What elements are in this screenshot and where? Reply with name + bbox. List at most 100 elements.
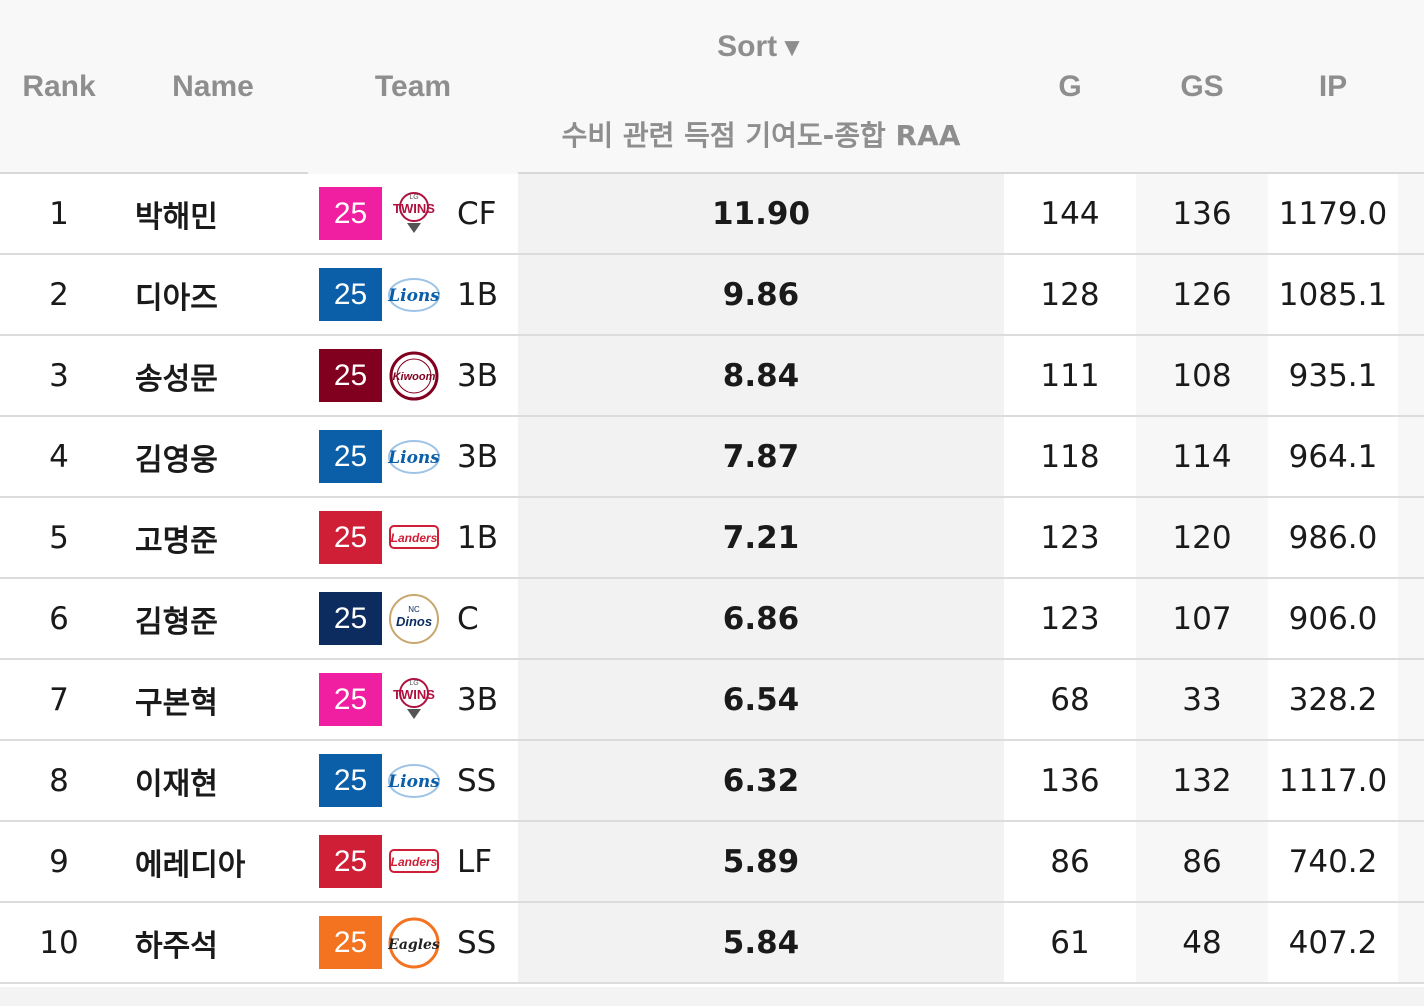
player-name[interactable]: 디아즈 <box>135 280 218 316</box>
player-name[interactable]: 구본혁 <box>135 685 218 721</box>
lions-logo-icon: Lions <box>387 268 441 322</box>
table-row[interactable]: 2 디아즈 25 Lions 1B 9.86 128 126 1085.1 <box>0 255 1424 336</box>
rank-cell: 7 <box>49 681 69 718</box>
raa-value: 7.87 <box>518 417 1004 496</box>
team-cell: 25 Landers LF <box>308 822 518 901</box>
games-started-value: 48 <box>1136 903 1268 982</box>
rank-cell: 5 <box>49 519 69 556</box>
header-team[interactable]: Team <box>308 0 518 174</box>
svg-text:NC: NC <box>408 605 420 614</box>
table-row[interactable]: 1 박해민 25 LG TWINS CF 11.90 144 136 1179.… <box>0 174 1424 255</box>
season-badge: 25 <box>319 430 382 483</box>
table-row[interactable]: 8 이재현 25 Lions SS 6.32 136 132 1117.0 <box>0 741 1424 822</box>
raa-value: 6.86 <box>518 579 1004 658</box>
position-label: SS <box>457 762 497 799</box>
table-body: 1 박해민 25 LG TWINS CF 11.90 144 136 1179.… <box>0 174 1424 984</box>
games-started-value: 136 <box>1136 174 1268 253</box>
header-rank[interactable]: Rank <box>22 70 96 103</box>
raa-value: 7.21 <box>518 498 1004 577</box>
innings-value: 1179.0 <box>1278 195 1388 232</box>
raa-value: 8.84 <box>518 336 1004 415</box>
svg-text:Kiwoom: Kiwoom <box>393 371 436 383</box>
table-row[interactable]: 3 송성문 25 Kiwoom 3B 8.84 111 108 935.1 <box>0 336 1424 417</box>
team-cell: 25 NC Dinos C <box>308 579 518 658</box>
innings-value: 1085.1 <box>1278 276 1388 313</box>
position-label: 3B <box>457 357 498 394</box>
table-footer <box>0 987 1424 1006</box>
innings-value: 407.2 <box>1288 924 1378 961</box>
season-badge: 25 <box>319 592 382 645</box>
player-name[interactable]: 고명준 <box>135 523 218 559</box>
twins-logo-icon: LG TWINS <box>387 673 441 727</box>
row-spacer <box>1398 822 1424 901</box>
rank-cell: 2 <box>49 276 69 313</box>
table-row[interactable]: 9 에레디아 25 Landers LF 5.89 86 86 740.2 <box>0 822 1424 903</box>
landers-logo-icon: Landers <box>387 835 441 889</box>
sort-button[interactable]: Sort▼ <box>518 30 1004 64</box>
games-started-value: 108 <box>1136 336 1268 415</box>
lions-logo-icon: Lions <box>387 430 441 484</box>
header-gs[interactable]: GS <box>1180 70 1224 103</box>
table-row[interactable]: 10 하주석 25 Eagles SS 5.84 61 48 407.2 <box>0 903 1424 984</box>
games-value: 86 <box>1050 843 1090 880</box>
games-started-value: 132 <box>1136 741 1268 820</box>
games-value: 111 <box>1040 357 1100 394</box>
sort-label: Sort <box>717 30 778 63</box>
table-row[interactable]: 5 고명준 25 Landers 1B 7.21 123 120 986.0 <box>0 498 1424 579</box>
landers-logo-icon: Landers <box>387 511 441 565</box>
games-started-value: 86 <box>1136 822 1268 901</box>
player-name[interactable]: 박해민 <box>135 199 218 235</box>
games-started-value: 126 <box>1136 255 1268 334</box>
season-badge: 25 <box>319 187 382 240</box>
team-cell: 25 Lions 3B <box>308 417 518 496</box>
games-value: 123 <box>1040 519 1100 556</box>
row-spacer <box>1398 660 1424 739</box>
season-badge: 25 <box>319 349 382 402</box>
table-row[interactable]: 7 구본혁 25 LG TWINS 3B 6.54 68 33 328.2 <box>0 660 1424 741</box>
row-spacer <box>1398 498 1424 577</box>
table-header: Rank Name Team Sort▼ 수비 관련 득점 기여도-종합 RAA… <box>0 0 1424 174</box>
row-spacer <box>1398 174 1424 253</box>
innings-value: 935.1 <box>1288 357 1378 394</box>
raa-value: 6.54 <box>518 660 1004 739</box>
team-cell: 25 Lions 1B <box>308 255 518 334</box>
sort-down-icon: ▼ <box>779 32 805 62</box>
team-cell: 25 Lions SS <box>308 741 518 820</box>
player-name[interactable]: 송성문 <box>135 361 218 397</box>
player-name[interactable]: 김영웅 <box>135 442 218 478</box>
row-spacer <box>1398 336 1424 415</box>
player-name[interactable]: 에레디아 <box>135 847 246 883</box>
games-started-value: 114 <box>1136 417 1268 496</box>
eagles-logo-icon: Eagles <box>387 916 441 970</box>
rank-cell: 1 <box>49 195 69 232</box>
raa-value: 9.86 <box>518 255 1004 334</box>
svg-text:Eagles: Eagles <box>387 937 440 953</box>
svg-text:LG: LG <box>409 194 418 201</box>
games-value: 61 <box>1050 924 1090 961</box>
position-label: SS <box>457 924 497 961</box>
header-g[interactable]: G <box>1058 70 1082 103</box>
games-value: 68 <box>1050 681 1090 718</box>
table-row[interactable]: 4 김영웅 25 Lions 3B 7.87 118 114 964.1 <box>0 417 1424 498</box>
rank-cell: 8 <box>49 762 69 799</box>
season-badge: 25 <box>319 511 382 564</box>
player-name[interactable]: 이재현 <box>135 766 218 802</box>
position-label: C <box>457 600 479 637</box>
rank-cell: 6 <box>49 600 69 637</box>
svg-text:Lions: Lions <box>387 448 440 468</box>
header-ip[interactable]: IP <box>1318 70 1348 103</box>
header-name[interactable]: Name <box>172 70 254 103</box>
player-name[interactable]: 하주석 <box>135 928 218 964</box>
games-started-value: 107 <box>1136 579 1268 658</box>
season-badge: 25 <box>319 916 382 969</box>
rank-cell: 9 <box>49 843 69 880</box>
games-value: 144 <box>1040 195 1100 232</box>
table-row[interactable]: 6 김형준 25 NC Dinos C 6.86 123 107 906.0 <box>0 579 1424 660</box>
season-badge: 25 <box>319 754 382 807</box>
innings-value: 986.0 <box>1288 519 1378 556</box>
raa-value: 11.90 <box>518 174 1004 253</box>
svg-text:Landers: Landers <box>391 855 438 869</box>
svg-text:Dinos: Dinos <box>396 614 432 629</box>
svg-text:LG: LG <box>409 680 418 687</box>
player-name[interactable]: 김형준 <box>135 604 218 640</box>
